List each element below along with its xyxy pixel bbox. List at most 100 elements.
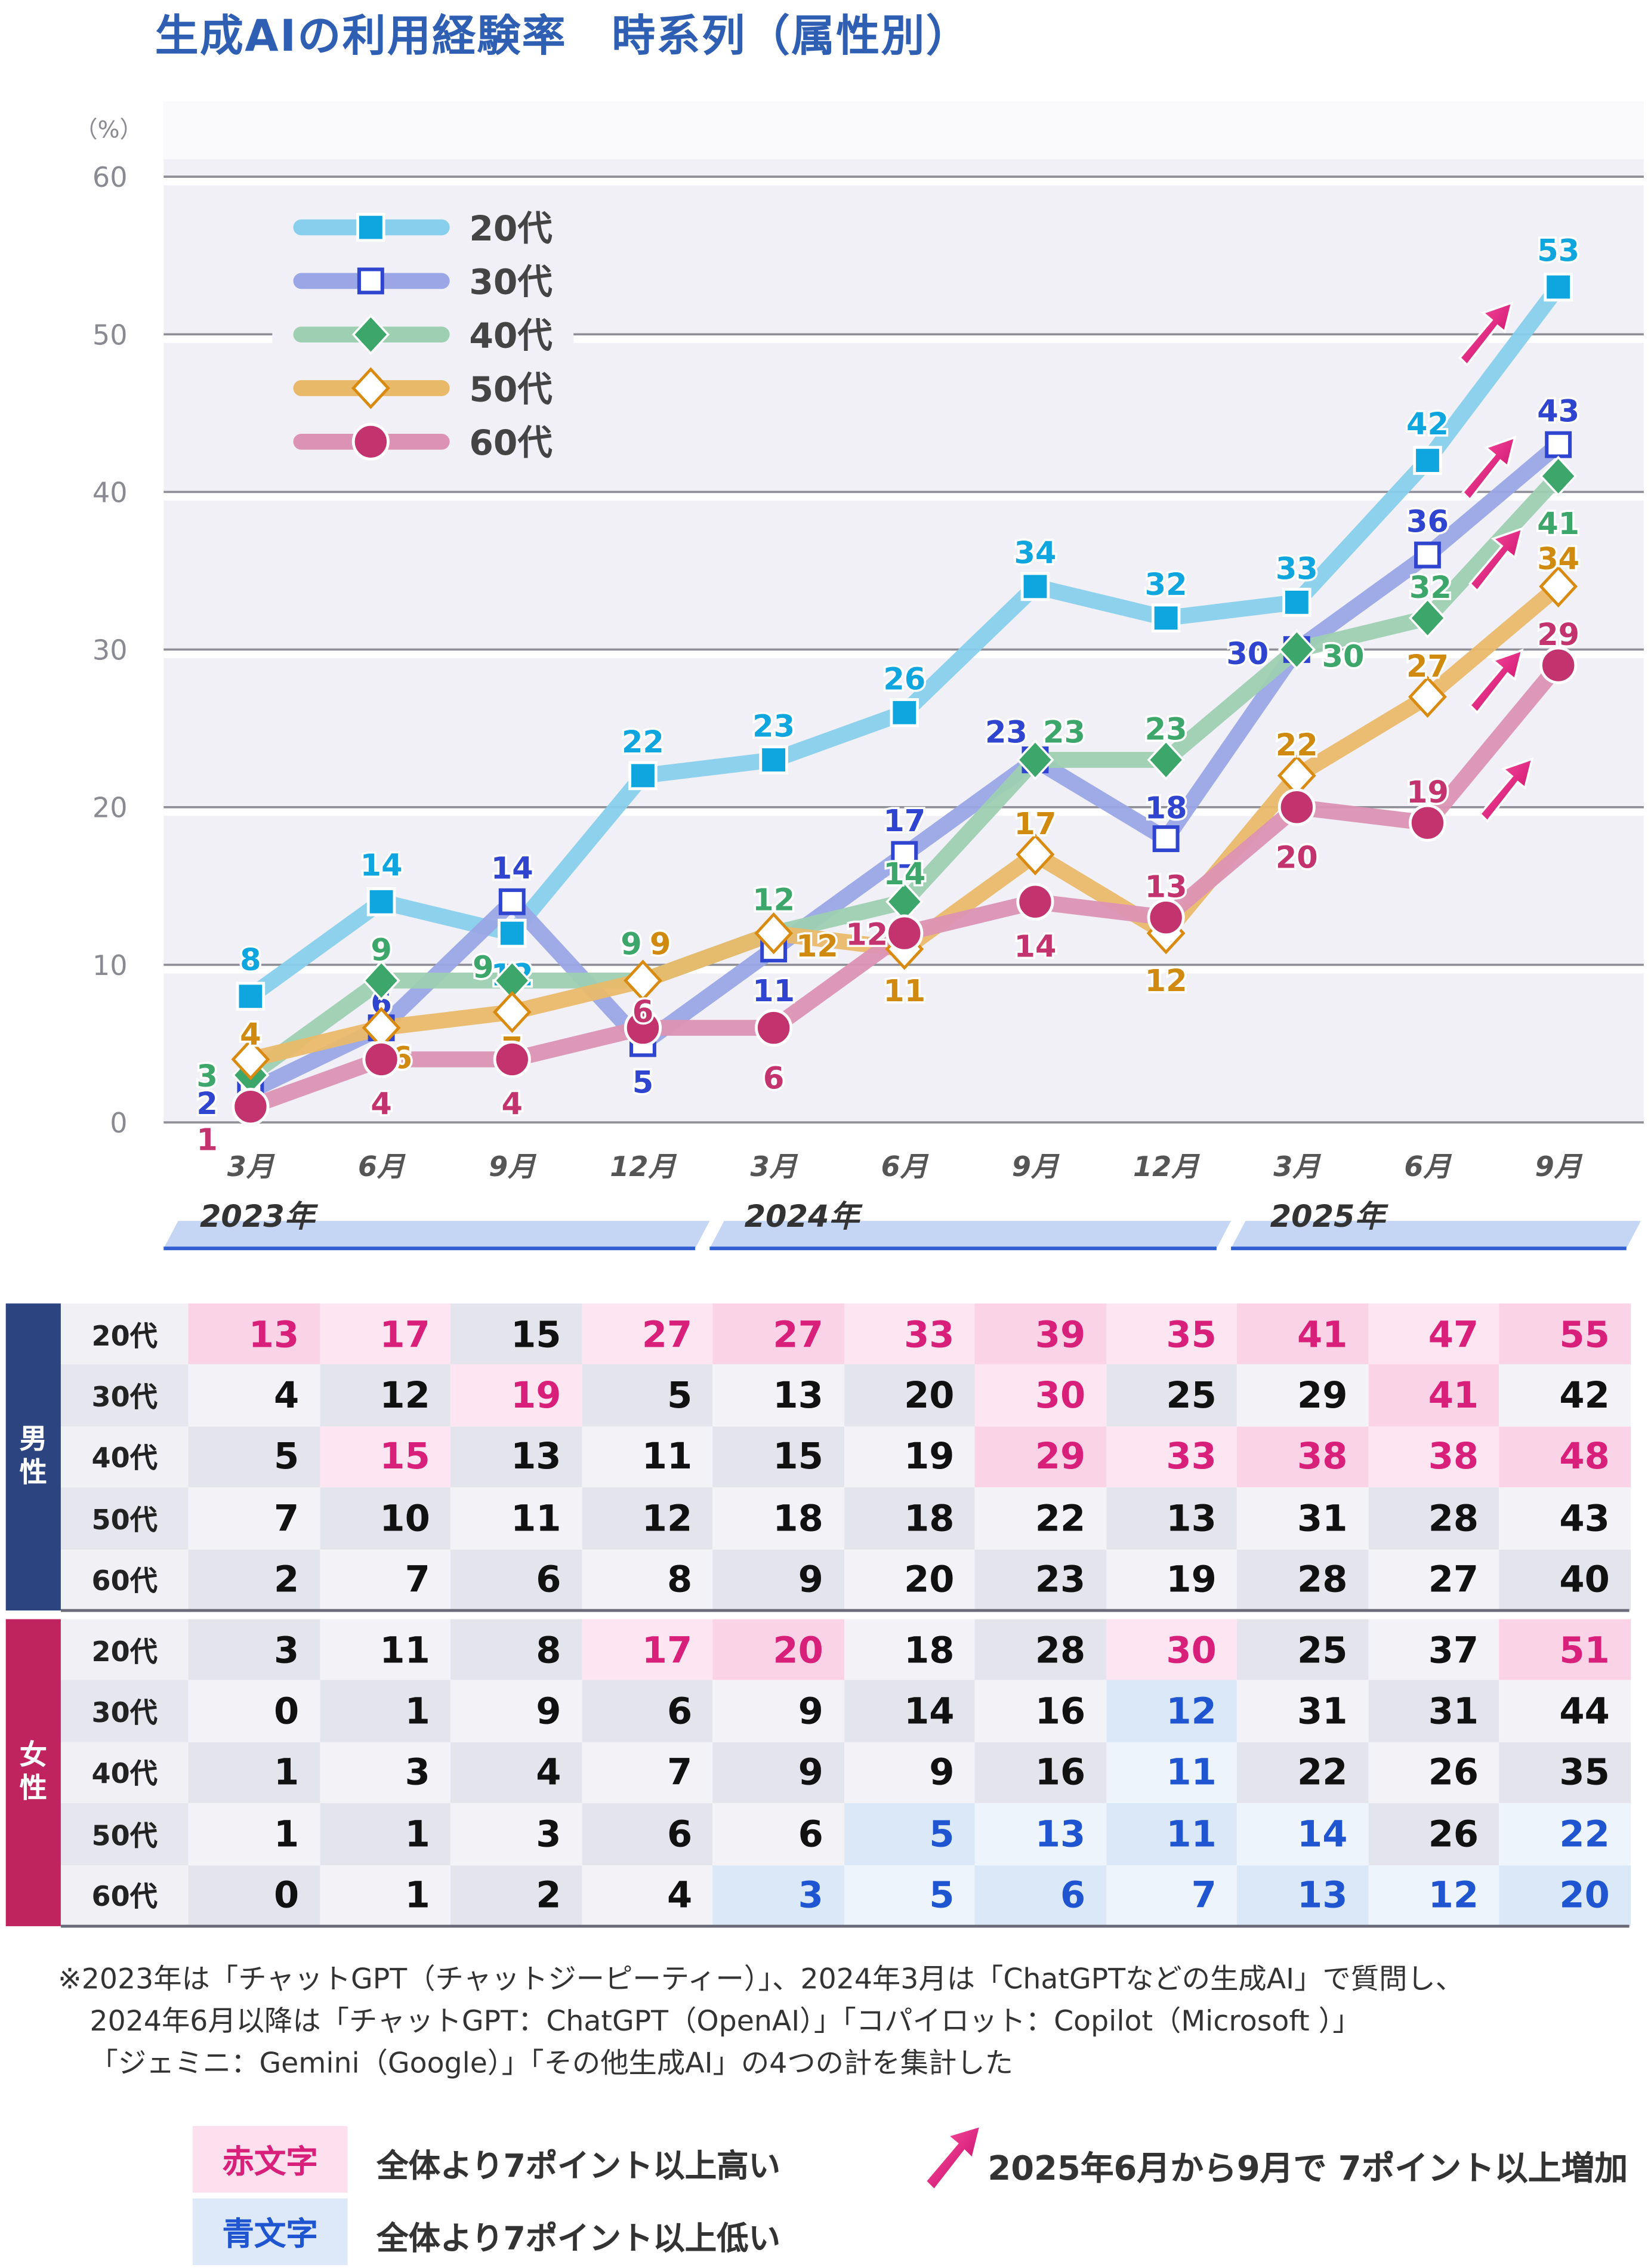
table-cell: 11 [581, 1426, 713, 1488]
table-cell: 16 [974, 1680, 1106, 1742]
table-cell: 40 [1499, 1549, 1630, 1611]
table-cell: 18 [712, 1488, 844, 1550]
data-point-marker [759, 745, 788, 774]
table-cell: 27 [712, 1303, 844, 1365]
table-cell: 10 [319, 1488, 450, 1550]
table-cell: 6 [712, 1803, 844, 1865]
increase-arrow-icon [1468, 527, 1524, 593]
table-cell: 33 [843, 1303, 975, 1365]
table-cell: 2 [450, 1865, 582, 1927]
legend-label: 40代 [469, 316, 552, 356]
year-label: 2023年 [200, 1199, 319, 1235]
line-chart: 0 10 20 30 40 50 60 （%） 3月 6月 9月 12月 3月 6月 9月 12月 3月 6月 9月… [75, 101, 1644, 1251]
table-cell: 12 [319, 1365, 450, 1427]
row-header: 50代 [60, 1803, 189, 1865]
data-label: 19 [1406, 775, 1449, 810]
data-label: 18 [1145, 791, 1187, 826]
data-label: 53 [1537, 233, 1579, 269]
data-label: 22 [1276, 728, 1318, 763]
data-point-marker [624, 1009, 662, 1047]
year-label: 2024年 [745, 1199, 863, 1235]
table-cell: 7 [188, 1488, 320, 1550]
year-band [1231, 1221, 1641, 1249]
table-cell: 26 [1368, 1742, 1499, 1804]
table-cell: 27 [1368, 1549, 1499, 1611]
data-point-marker [628, 761, 658, 791]
x-tick-label: 3月 [1273, 1150, 1321, 1183]
data-point-marker [1544, 272, 1573, 302]
table-cell: 29 [1236, 1365, 1368, 1427]
legend-label: 60代 [469, 422, 552, 463]
table-group-male: 男性 20代 13 17 15 27 27 33 39 35 41 47 55 30代 4 12 19 5 13 20… [5, 1303, 1630, 1612]
data-point-marker [1408, 675, 1447, 718]
legend-label: 20代 [469, 208, 552, 249]
table-cell: 33 [1106, 1426, 1237, 1488]
data-label: 36 [1406, 504, 1449, 539]
table-cell: 20 [843, 1365, 975, 1427]
y-tick-label: 50 [92, 319, 128, 351]
table-cell: 29 [974, 1426, 1106, 1488]
table-cell: 15 [319, 1426, 450, 1488]
table-cell: 18 [843, 1488, 975, 1550]
table-cell: 7 [581, 1742, 713, 1804]
table-cell: 7 [319, 1549, 450, 1611]
gridline-gap [163, 177, 1644, 186]
table-cell: 1 [188, 1742, 320, 1804]
data-point-marker [755, 1009, 793, 1047]
table-cell: 41 [1236, 1303, 1368, 1365]
table-cell: 44 [1499, 1680, 1630, 1742]
group-label: 女性 [5, 1619, 61, 1927]
table-cell: 4 [450, 1742, 582, 1804]
data-point-marker [1277, 629, 1316, 670]
table-cell: 4 [581, 1865, 713, 1927]
legend-blue-text: 全体より7ポイント以上低い [377, 2221, 780, 2258]
table-cell: 13 [450, 1426, 582, 1488]
table-cell: 0 [188, 1865, 320, 1927]
x-tick-label: 3月 [227, 1150, 275, 1183]
table-cell: 31 [1368, 1680, 1499, 1742]
data-label: 9 [473, 950, 493, 985]
y-tick-label: 40 [92, 476, 128, 508]
table-cell: 12 [1106, 1680, 1237, 1742]
table-cell: 30 [974, 1365, 1106, 1427]
footnote-line: 2024年6月以降は「チャットGPT：ChatGPT（OpenAI）」「コパイロ… [90, 2004, 1361, 2038]
table-cell: 28 [1368, 1488, 1499, 1550]
table-cell: 3 [319, 1742, 450, 1804]
table-cell: 14 [843, 1680, 975, 1742]
data-point-marker [1016, 739, 1054, 780]
table-cell: 22 [974, 1488, 1106, 1550]
y-axis-unit: （%） [75, 117, 143, 144]
table-cell: 0 [188, 1680, 320, 1742]
data-label: 17 [883, 804, 925, 839]
data-point-marker [1277, 788, 1316, 826]
table-cell: 19 [1106, 1549, 1237, 1611]
data-point-marker [492, 991, 532, 1033]
row-header: 50代 [60, 1488, 189, 1550]
table-cell: 28 [974, 1619, 1106, 1681]
row-header: 40代 [60, 1426, 189, 1488]
data-point-marker [362, 1040, 400, 1078]
y-tick-label: 60 [92, 161, 128, 193]
legend-marker [351, 314, 390, 355]
data-label: 4 [240, 1017, 261, 1053]
data-label: 3 [196, 1059, 217, 1094]
table-cell: 9 [843, 1742, 975, 1804]
table-cell: 35 [1106, 1303, 1237, 1365]
page-title: 生成AIの利用経験率 時系列（属性別） [155, 11, 971, 63]
row-header: 60代 [60, 1865, 189, 1927]
data-point-marker [754, 912, 794, 955]
x-tick-label: 12月 [1133, 1150, 1200, 1183]
increase-arrow-icon [1479, 757, 1534, 823]
row-header: 60代 [60, 1549, 189, 1611]
data-point-marker [890, 698, 919, 727]
data-label: 34 [1537, 542, 1579, 577]
table-cell: 7 [1106, 1865, 1237, 1927]
table-cell: 43 [1499, 1488, 1630, 1550]
plot-top-fade [163, 101, 1644, 159]
table-cell: 13 [1236, 1865, 1368, 1927]
table-cell: 28 [1236, 1549, 1368, 1611]
table-cell: 20 [1499, 1865, 1630, 1927]
table-cell: 15 [450, 1303, 582, 1365]
legend-marker [351, 367, 390, 409]
